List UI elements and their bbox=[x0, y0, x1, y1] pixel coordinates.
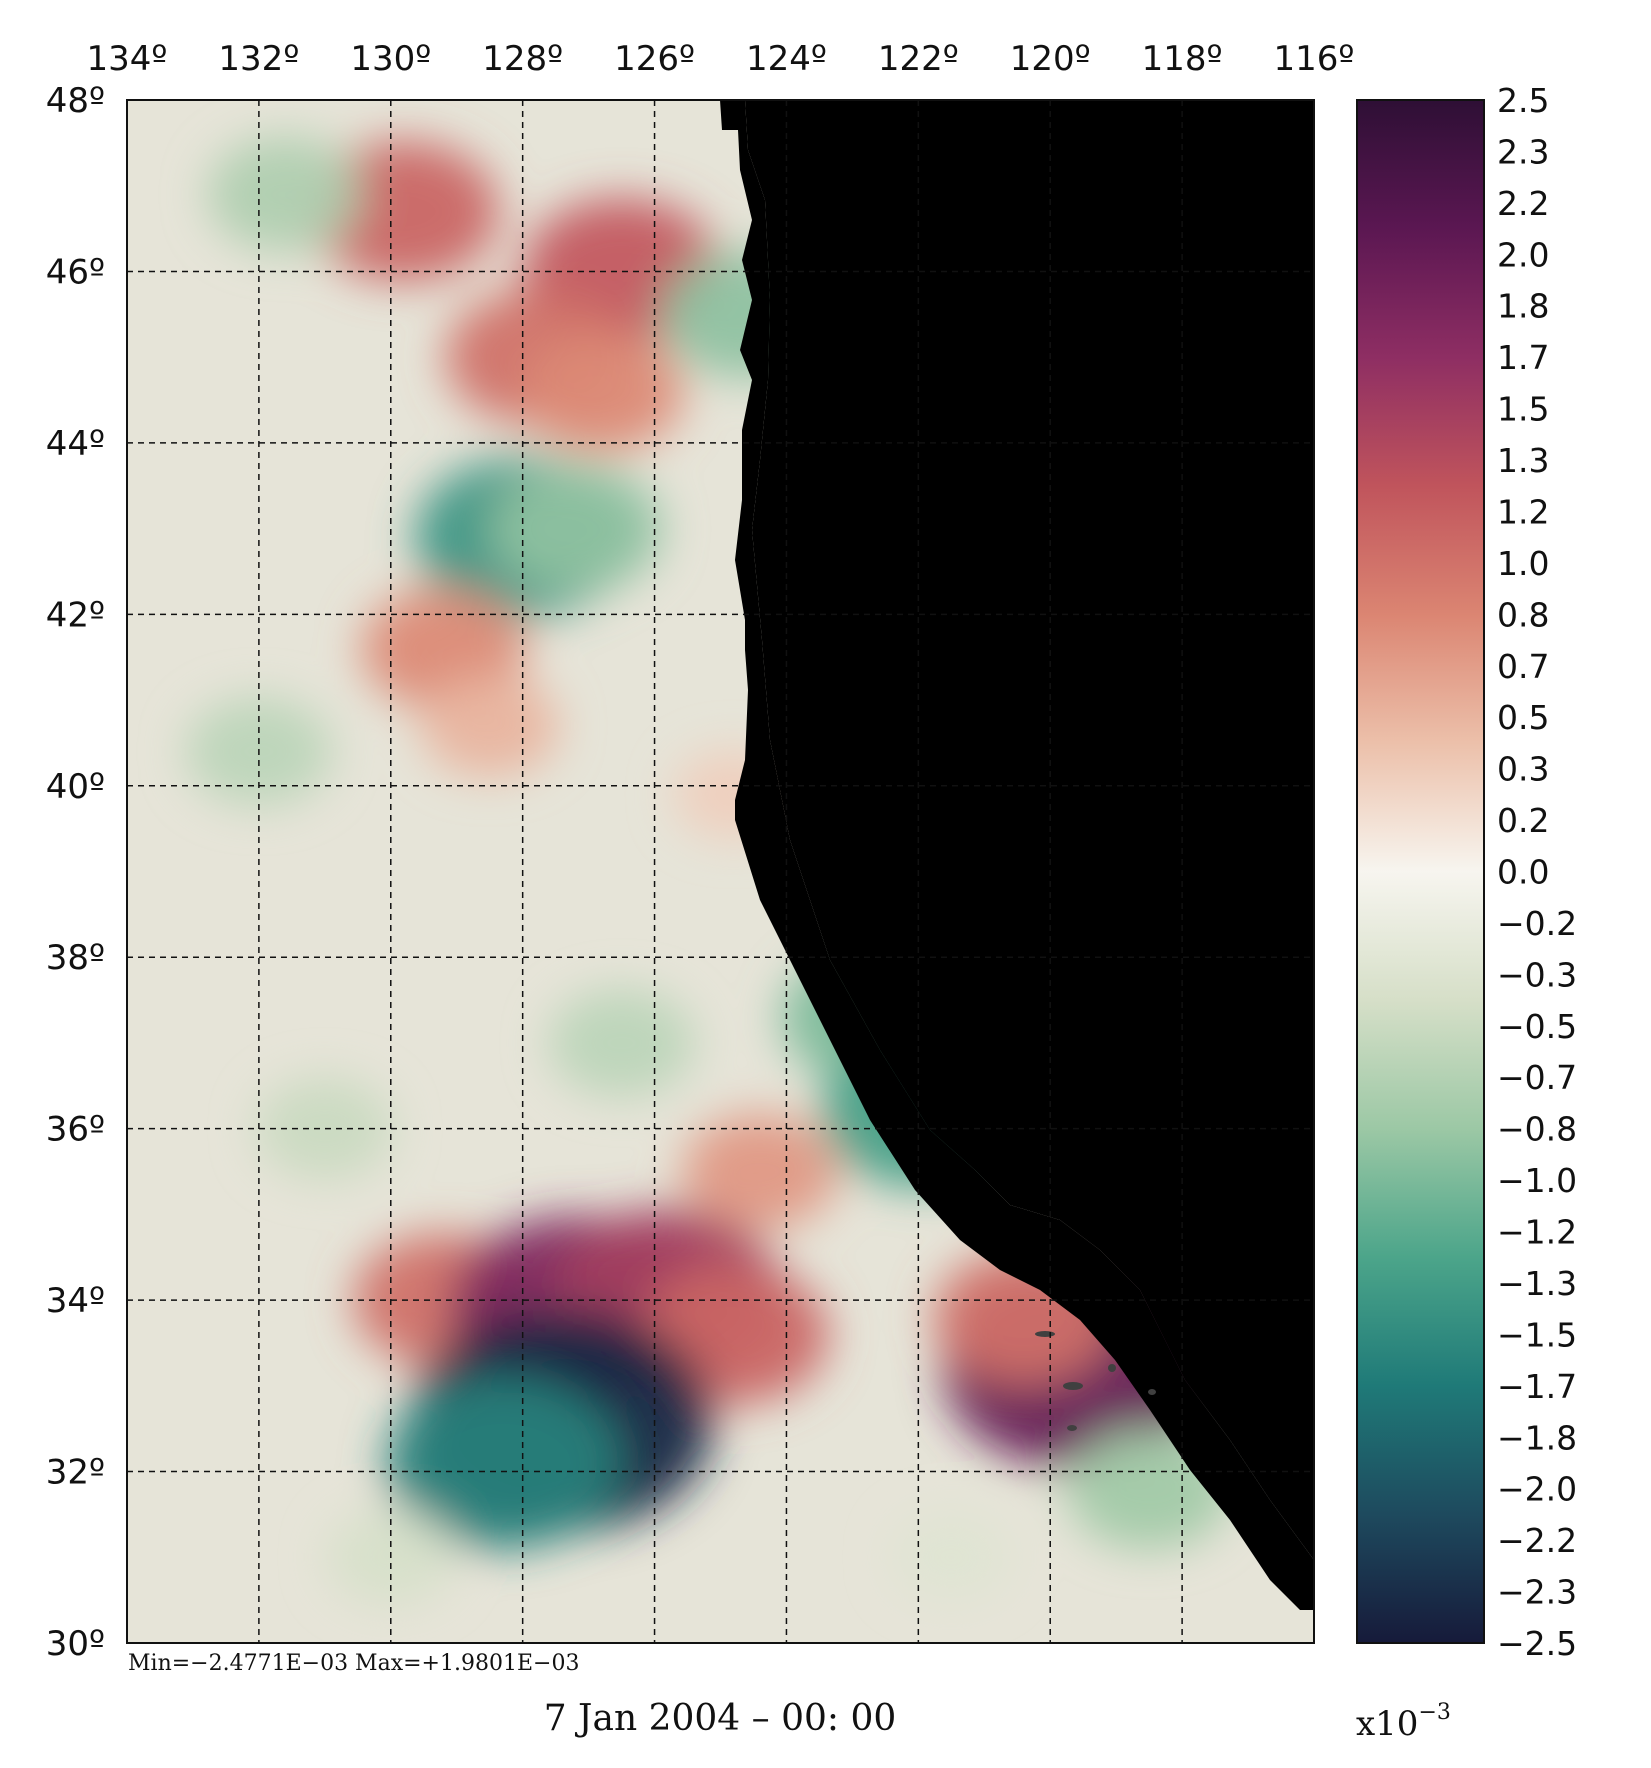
colorbar-scale: x10−3 bbox=[1356, 1700, 1451, 1744]
lon-tick-label: 118º bbox=[1142, 39, 1223, 79]
lat-tick-label: 48º bbox=[46, 81, 105, 121]
colorbar-labels: 2.5 2.3 2.2 2.0 1.8 1.7 1.5 1.3 1.2 1.0 0.8 0.7 0.5 0… bbox=[1497, 81, 1577, 1663]
longitude-labels: 134º 132º 130º 128º 126º 124º 122º 120º 118º 116º bbox=[87, 39, 1355, 79]
colorbar-tick-label: 0.3 bbox=[1497, 750, 1549, 789]
colorbar-tick-label: 1.2 bbox=[1497, 492, 1549, 531]
colorbar-tick-label: 2.0 bbox=[1497, 235, 1549, 274]
graticule bbox=[127, 100, 1314, 1643]
colorbar-tick-label: 0.8 bbox=[1497, 595, 1549, 634]
colorbar-tick-label: 2.5 bbox=[1497, 81, 1549, 120]
colorbar-tick-label: −2.5 bbox=[1497, 1624, 1577, 1663]
lon-tick-label: 134º bbox=[87, 39, 168, 79]
colorbar-tick-label: −0.2 bbox=[1497, 904, 1577, 943]
lon-tick-label: 126º bbox=[614, 39, 695, 79]
colorbar-tick-label: −0.5 bbox=[1497, 1007, 1577, 1046]
colorbar-tick-label: −2.3 bbox=[1497, 1573, 1577, 1612]
lon-tick-label: 120º bbox=[1010, 39, 1091, 79]
stats-text: Min=−2.4771E−03 Max=+1.9801E−03 bbox=[128, 1651, 579, 1676]
lat-tick-label: 42º bbox=[46, 595, 105, 635]
lat-tick-label: 38º bbox=[46, 938, 105, 978]
colorbar-tick-label: −1.5 bbox=[1497, 1315, 1577, 1354]
colorbar-tick-label: −0.8 bbox=[1497, 1110, 1577, 1149]
lon-tick-label: 122º bbox=[878, 39, 959, 79]
colorbar-tick-label: −0.3 bbox=[1497, 955, 1577, 994]
lon-tick-label: 130º bbox=[350, 39, 431, 79]
field-anomaly-24 bbox=[255, 1077, 394, 1180]
field-anomaly-19 bbox=[386, 1376, 620, 1550]
colorbar-tick-label: 1.3 bbox=[1497, 441, 1549, 480]
lat-tick-label: 30º bbox=[46, 1624, 105, 1664]
map-panel bbox=[127, 100, 1314, 1643]
lon-tick-label: 124º bbox=[746, 39, 827, 79]
field-anomaly-25 bbox=[548, 988, 695, 1098]
colorbar-tick-label: −1.8 bbox=[1497, 1418, 1577, 1457]
field-anomaly-17 bbox=[682, 1114, 838, 1229]
colorbar-tick-label: 1.7 bbox=[1497, 338, 1549, 377]
colorbar-tick-label: 1.0 bbox=[1497, 544, 1549, 583]
lat-tick-label: 40º bbox=[46, 767, 105, 807]
lat-tick-label: 44º bbox=[46, 424, 105, 464]
colorbar-tick-label: −1.2 bbox=[1497, 1213, 1577, 1252]
colorbar-tick-label: −1.0 bbox=[1497, 1161, 1577, 1200]
map-frame bbox=[126, 99, 1315, 1644]
latitude-labels: 48º 46º 44º 42º 40º 38º 36º 34º 32º 30º bbox=[46, 81, 105, 1664]
colorbar-tick-label: 0.7 bbox=[1497, 647, 1549, 686]
colorbar-tick-label: −1.7 bbox=[1497, 1367, 1577, 1406]
field-anomaly-3 bbox=[519, 330, 684, 453]
colorbar bbox=[1356, 99, 1485, 1644]
colorbar-tick-label: −2.0 bbox=[1497, 1470, 1577, 1509]
colorbar-tick-label: 2.3 bbox=[1497, 132, 1549, 171]
colorbar-tick-label: 0.2 bbox=[1497, 801, 1549, 840]
colorbar-scale-base: x10 bbox=[1356, 1704, 1418, 1744]
lon-tick-label: 132º bbox=[218, 39, 299, 79]
field-anomaly-7 bbox=[207, 136, 363, 252]
colorbar-tick-label: 2.2 bbox=[1497, 184, 1549, 223]
colorbar-tick-label: −0.7 bbox=[1497, 1058, 1577, 1097]
colorbar-scale-exponent: −3 bbox=[1418, 1700, 1450, 1725]
lat-tick-label: 46º bbox=[46, 252, 105, 292]
date-text: 7 Jan 2004 – 00: 00 bbox=[544, 1698, 897, 1739]
field-anomaly-27 bbox=[891, 1512, 1012, 1602]
colorbar-tick-label: 1.8 bbox=[1497, 287, 1549, 326]
colorbar-tick-label: 1.5 bbox=[1497, 390, 1549, 429]
field-anomaly-9 bbox=[420, 674, 559, 777]
colorbar-tick-label: 0.5 bbox=[1497, 698, 1549, 737]
lat-tick-label: 34º bbox=[46, 1281, 105, 1321]
colorbar-tick-label: 0.0 bbox=[1497, 853, 1549, 892]
lat-tick-label: 36º bbox=[46, 1110, 105, 1150]
lat-tick-label: 32º bbox=[46, 1453, 105, 1493]
lon-tick-label: 116º bbox=[1274, 39, 1355, 79]
lon-tick-label: 128º bbox=[482, 39, 563, 79]
colorbar-tick-label: −1.3 bbox=[1497, 1264, 1577, 1303]
land-mass bbox=[745, 100, 1314, 1560]
field-anomaly-5 bbox=[489, 464, 662, 593]
colorbar-tick-label: −2.2 bbox=[1497, 1521, 1577, 1560]
